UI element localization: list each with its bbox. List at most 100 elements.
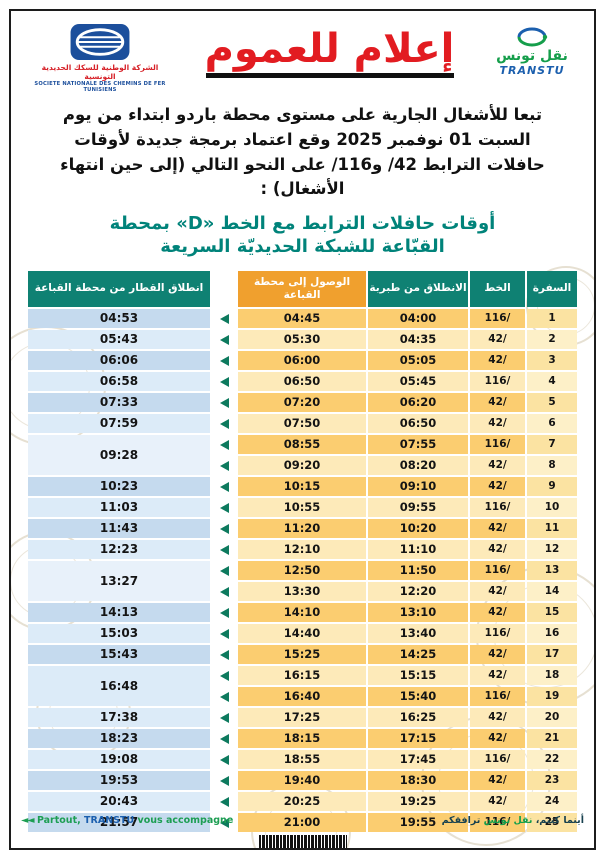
table-row: 2 42/04:35 05:30 05:43 [28,329,577,349]
barcode [258,835,347,848]
left-arrow-icon [219,439,229,450]
arrow-cell [212,414,236,433]
line-number-cell: 42/ [470,728,525,748]
arrive-gobaa-cell: 07:50 [238,413,366,433]
depart-tebourba-cell: 06:20 [368,392,468,412]
arrow-cell [212,351,236,370]
left-arrow-icon [219,649,229,660]
train-depart-cell: 07:33 [28,392,210,412]
trip-number-cell: 12 [527,539,577,559]
line-number-cell: 42/ [470,770,525,790]
arrive-gobaa-cell: 05:30 [238,329,366,349]
line-number-cell: 42/ [470,413,525,433]
table-row: 6 42/06:50 07:50 07:59 [28,413,577,433]
depart-tebourba-cell: 16:25 [368,707,468,727]
depart-tebourba-cell: 09:55 [368,497,468,517]
left-arrow-icon [219,775,229,786]
train-depart-cell: 13:27 [28,560,210,601]
table-row: 14 42/12:20 13:30 [28,581,577,601]
train-depart-cell: 11:03 [28,497,210,517]
line-number-cell: 116/ [470,371,525,391]
left-arrow-icon [219,313,229,324]
footer-french-post: vous accompagne [137,815,234,826]
transtu-name-latin: TRANSTU [499,63,565,77]
arrow-cell [212,603,236,622]
left-arrow-icon [219,334,229,345]
title-box: إعلام للعموم [175,23,484,78]
depart-tebourba-cell: 19:25 [368,791,468,811]
line-number-cell: 42/ [470,665,525,685]
arrive-gobaa-cell: 20:25 [238,791,366,811]
arrow-cell [212,666,236,685]
train-depart-cell: 10:23 [28,476,210,496]
trip-number-cell: 15 [527,602,577,622]
depart-tebourba-cell: 04:00 [368,308,468,328]
arrive-gobaa-cell: 08:55 [238,434,366,454]
sncft-logo: الشركة الوطنية للسكك الحديدية التونسية S… [25,23,175,93]
arrow-cell [212,456,236,475]
title-underline [205,73,454,78]
trip-number-cell: 16 [527,623,577,643]
left-arrow-icon [219,460,229,471]
line-number-cell: 42/ [470,350,525,370]
table-row: 9 42/09:10 10:15 10:23 [28,476,577,496]
arrow-cell [212,393,236,412]
arrive-gobaa-cell: 11:20 [238,518,366,538]
train-depart-cell: 16:48 [28,665,210,706]
left-arrow-icon [219,376,229,387]
arrive-gobaa-cell: 12:50 [238,560,366,580]
left-arrow-icon [219,691,229,702]
train-depart-cell: 09:28 [28,434,210,475]
left-arrow-icon [219,670,229,681]
train-depart-cell: 07:59 [28,413,210,433]
header-arrive-gobaa: الوصول إلى محطة القباعة [238,270,366,307]
line-number-cell: 116/ [470,623,525,643]
header: الشركة الوطنية للسكك الحديدية التونسية S… [11,11,594,93]
arrow-cell [212,771,236,790]
table-row: 15 42/13:10 14:10 14:13 [28,602,577,622]
trip-number-cell: 11 [527,518,577,538]
line-number-cell: 42/ [470,602,525,622]
depart-tebourba-cell: 11:50 [368,560,468,580]
arrive-gobaa-cell: 18:15 [238,728,366,748]
train-depart-cell: 12:23 [28,539,210,559]
footer-arabic-pre: أينما كنتم، [535,815,584,826]
trip-number-cell: 7 [527,434,577,454]
arrow-cell [212,435,236,454]
line-number-cell: 42/ [470,791,525,811]
depart-tebourba-cell: 12:20 [368,581,468,601]
left-arrow-icon [219,796,229,807]
depart-tebourba-cell: 17:15 [368,728,468,748]
table-row: 4 116/05:45 06:50 06:58 [28,371,577,391]
arrow-cell [212,792,236,811]
trip-number-cell: 6 [527,413,577,433]
arrive-gobaa-cell: 15:25 [238,644,366,664]
arrow-cell [212,519,236,538]
line-number-cell: 42/ [470,518,525,538]
arrive-gobaa-cell: 14:10 [238,602,366,622]
trip-number-cell: 17 [527,644,577,664]
trip-number-cell: 21 [527,728,577,748]
table-row: 20 42/16:25 17:25 17:38 [28,707,577,727]
sncft-name-french: SOCIETE NATIONALE DES CHEMINS DE FER TUN… [34,81,166,93]
left-arrow-icon [219,565,229,576]
depart-tebourba-cell: 19:55 [368,812,468,832]
arrive-gobaa-cell: 17:25 [238,707,366,727]
table-row: 23 42/18:30 19:40 19:53 [28,770,577,790]
arrow-cell [212,624,236,643]
trip-number-cell: 2 [527,329,577,349]
header-line: الخط [470,270,525,307]
depart-tebourba-cell: 17:45 [368,749,468,769]
left-arrow-icon [219,733,229,744]
table-header-row: السفرة الخط الانطلاق من طبربة الوصول إلى… [28,270,577,307]
left-arrow-icon [219,418,229,429]
line-number-cell: 42/ [470,644,525,664]
arrive-gobaa-cell: 06:00 [238,350,366,370]
depart-tebourba-cell: 13:40 [368,623,468,643]
left-arrow-icon [219,481,229,492]
arrive-gobaa-cell: 06:50 [238,371,366,391]
train-depart-cell: 05:43 [28,329,210,349]
line-number-cell: 42/ [470,329,525,349]
arrive-gobaa-cell: 21:00 [238,812,366,832]
line-number-cell: 116/ [470,749,525,769]
